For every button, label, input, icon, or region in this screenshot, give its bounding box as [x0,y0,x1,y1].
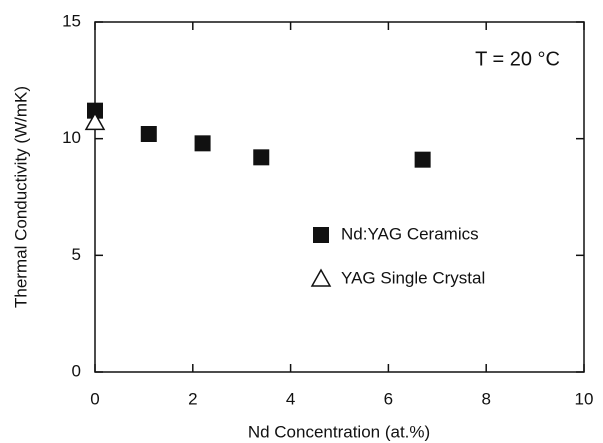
x-tick-label: 4 [286,389,295,408]
marker-square [140,126,157,142]
marker-triangle [84,111,106,131]
y-tick-label: 0 [72,361,81,380]
x-tick-label: 6 [384,389,393,408]
x-tick-label: 8 [481,389,490,408]
legend-marker [313,227,329,243]
y-tick-label: 10 [62,128,81,147]
marker-square [87,102,103,119]
marker-square [194,135,211,152]
y-tick-label: 15 [62,11,81,30]
plot-frame [94,21,585,373]
x-tick-label: 2 [188,389,197,408]
legend-label: Nd:YAG Ceramics [341,224,479,243]
y-axis-label: Thermal Conductivity (W/mK) [11,86,30,308]
marker-square [414,151,431,168]
annotation: T = 20 °C [475,48,560,70]
legend-marker [310,268,332,287]
legend-label: YAG Single Crystal [341,268,485,287]
x-tick-label: 10 [575,389,594,408]
x-axis-label: Nd Concentration (at.%) [248,422,430,441]
y-tick-label: 5 [72,245,81,264]
marker-square [253,149,270,166]
x-tick-label: 0 [90,389,99,408]
